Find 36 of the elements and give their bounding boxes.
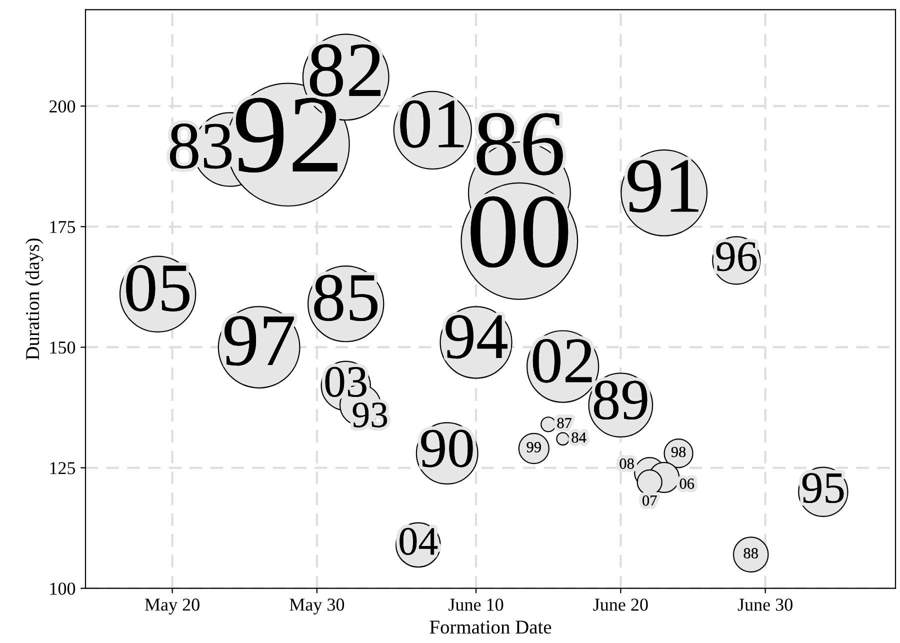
annotation: 87 bbox=[557, 418, 572, 428]
annotation: 82 bbox=[310, 44, 380, 97]
annotation: 94 bbox=[446, 315, 508, 359]
annotation: 97 bbox=[224, 316, 294, 366]
annotation: 96 bbox=[716, 242, 757, 272]
y-tick-label: 100 bbox=[50, 582, 76, 595]
annotation: 91 bbox=[628, 160, 698, 212]
annotation: 07 bbox=[642, 495, 657, 506]
annotation: 89 bbox=[594, 380, 648, 420]
annotation: 00 bbox=[470, 196, 568, 268]
y-tick-label: 150 bbox=[50, 341, 76, 354]
x-tick-label: June 30 bbox=[738, 598, 792, 611]
y-tick-label: 200 bbox=[49, 100, 76, 113]
y-tick-label: 175 bbox=[50, 221, 76, 234]
annotation: 03 bbox=[325, 366, 366, 397]
annotation: 99 bbox=[526, 442, 541, 452]
x-tick-label: May 20 bbox=[144, 598, 200, 614]
x-tick-label: June 10 bbox=[448, 598, 504, 611]
annotation: 90 bbox=[421, 430, 473, 468]
annotation: 92 bbox=[236, 98, 338, 172]
annotation: 88 bbox=[744, 548, 758, 558]
annotation: 05 bbox=[126, 265, 190, 312]
annotation: 01 bbox=[400, 100, 464, 148]
annotation: 85 bbox=[314, 274, 378, 321]
y-axis-title: Duration (days) bbox=[25, 238, 44, 360]
annotation: 04 bbox=[400, 528, 438, 555]
x-tick-label: June 20 bbox=[593, 598, 648, 611]
annotation: 06 bbox=[680, 478, 694, 489]
annotation: 98 bbox=[671, 446, 686, 458]
x-tick-label: May 30 bbox=[290, 598, 344, 614]
annotation: 08 bbox=[620, 458, 634, 469]
annotation: 95 bbox=[802, 473, 844, 504]
x-axis-title: Formation Date bbox=[430, 620, 552, 634]
annotation: 84 bbox=[572, 432, 586, 443]
y-tick-label: 125 bbox=[50, 462, 76, 474]
annotation: 02 bbox=[532, 339, 592, 383]
